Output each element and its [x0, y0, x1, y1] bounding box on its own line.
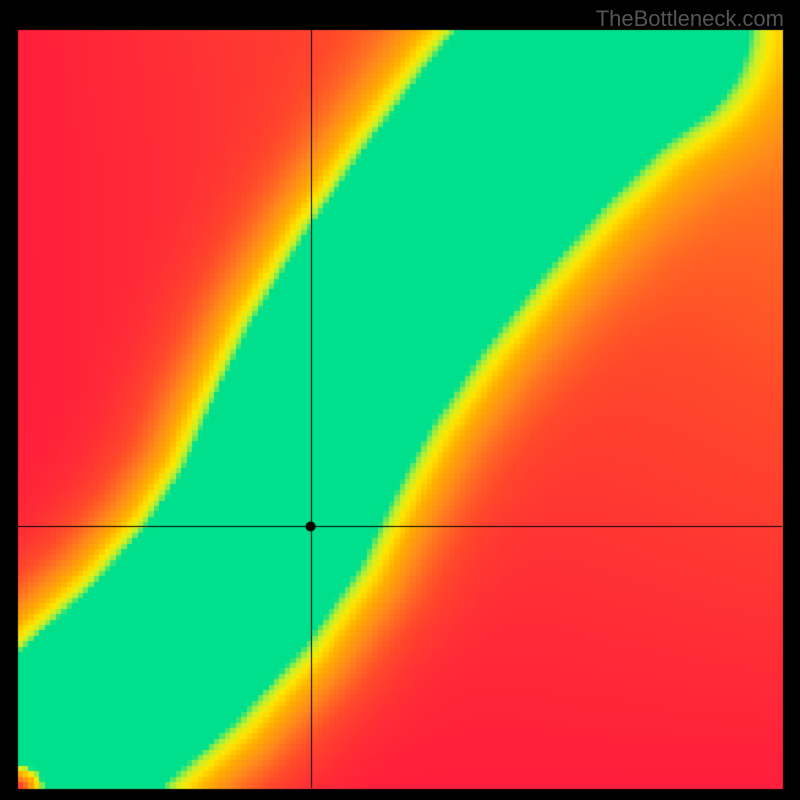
heatmap-canvas [0, 0, 800, 800]
watermark-text: TheBottleneck.com [596, 6, 784, 32]
chart-container: { "canvas": { "width": 800, "height": 80… [0, 0, 800, 800]
